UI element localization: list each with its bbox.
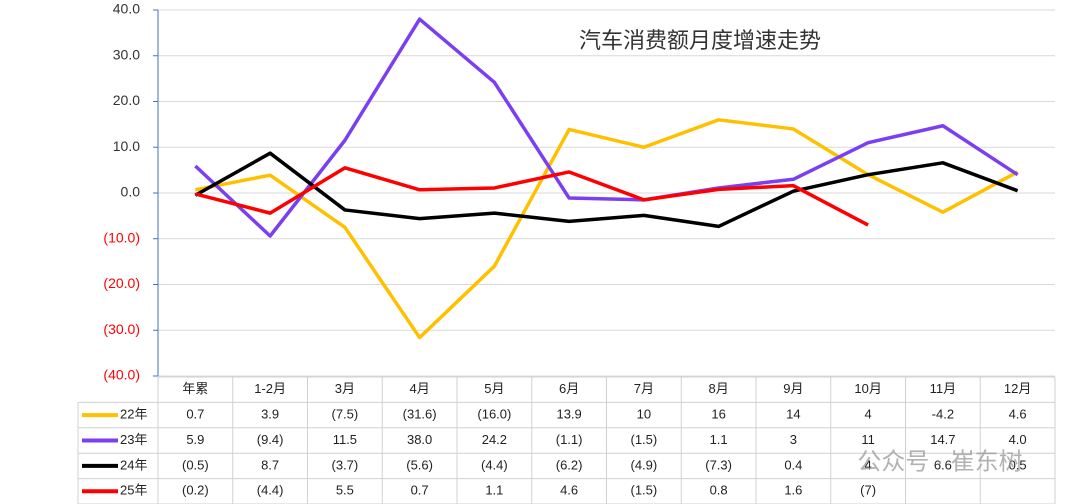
x-tick-label: 6月 bbox=[559, 381, 579, 396]
series-line bbox=[195, 118, 1019, 340]
table-value: 24.2 bbox=[482, 432, 507, 447]
table-value: 38.0 bbox=[407, 432, 432, 447]
table-value: 14.7 bbox=[930, 432, 955, 447]
chart-title: 汽车消费额月度增速走势 bbox=[579, 28, 821, 53]
table-value: 1.1 bbox=[710, 432, 728, 447]
table-value: 4.0 bbox=[1009, 432, 1027, 447]
x-tick-label: 年累 bbox=[182, 381, 208, 396]
x-tick-label: 5月 bbox=[484, 381, 504, 396]
table-value: (1.5) bbox=[631, 483, 658, 498]
table-value: 5.9 bbox=[186, 432, 204, 447]
series-line bbox=[194, 151, 1019, 229]
table-value: (0.5) bbox=[182, 457, 209, 472]
table-value: 8.7 bbox=[261, 457, 279, 472]
table-value: (0.2) bbox=[182, 483, 209, 498]
x-tick-label: 4月 bbox=[410, 381, 430, 396]
table-value: 4.6 bbox=[1009, 407, 1027, 422]
series-line bbox=[194, 17, 1019, 238]
y-tick-label: (20.0) bbox=[103, 275, 140, 291]
table-value: -4.2 bbox=[932, 407, 954, 422]
x-tick-label: 3月 bbox=[335, 381, 355, 396]
table-value: (4.9) bbox=[631, 457, 658, 472]
x-tick-label: 11月 bbox=[930, 381, 957, 396]
table-value: 4 bbox=[865, 457, 872, 472]
table-value: (7) bbox=[860, 483, 876, 498]
table-value: 0.4 bbox=[784, 457, 802, 472]
table-value: (7.5) bbox=[332, 407, 359, 422]
table-value: 1.1 bbox=[485, 483, 503, 498]
legend-label: 25年 bbox=[120, 483, 147, 498]
table-value: (4.4) bbox=[257, 483, 284, 498]
table-value: 13.9 bbox=[556, 407, 581, 422]
y-tick-label: (40.0) bbox=[103, 367, 140, 383]
table-value: 16 bbox=[711, 407, 725, 422]
x-tick-label: 9月 bbox=[783, 381, 803, 396]
x-tick-label: 1-2月 bbox=[254, 381, 286, 396]
legend-label: 24年 bbox=[120, 457, 147, 472]
table-value: 11 bbox=[861, 432, 875, 447]
table-value: 0.7 bbox=[186, 407, 204, 422]
table-value: (1.1) bbox=[556, 432, 583, 447]
table-value: (5.6) bbox=[406, 457, 433, 472]
y-tick-label: (30.0) bbox=[103, 321, 140, 337]
y-tick-label: 40.0 bbox=[113, 1, 140, 17]
y-tick-label: 10.0 bbox=[113, 138, 140, 154]
y-tick-label: 20.0 bbox=[113, 92, 140, 108]
x-tick-label: 7月 bbox=[634, 381, 654, 396]
x-tick-label: 12月 bbox=[1004, 381, 1031, 396]
table-value: 3.9 bbox=[261, 407, 279, 422]
table-value: (6.2) bbox=[556, 457, 583, 472]
y-tick-label: (10.0) bbox=[103, 229, 140, 245]
table-value: (1.5) bbox=[631, 432, 658, 447]
x-tick-label: 8月 bbox=[709, 381, 729, 396]
table-value: 0.5 bbox=[1009, 457, 1027, 472]
y-tick-label: 30.0 bbox=[113, 46, 140, 62]
table-value: 4 bbox=[865, 407, 872, 422]
legend-label: 22年 bbox=[120, 407, 147, 422]
x-tick-label: 10月 bbox=[854, 381, 881, 396]
table-value: (9.4) bbox=[257, 432, 284, 447]
table-value: (16.0) bbox=[477, 407, 511, 422]
table-value: 4.6 bbox=[560, 483, 578, 498]
table-value: (3.7) bbox=[332, 457, 359, 472]
watermark: 公众号 · 崔东树 bbox=[857, 448, 1022, 475]
table-value: 14 bbox=[786, 407, 800, 422]
table-value: 0.7 bbox=[411, 483, 429, 498]
legend-label: 23年 bbox=[120, 432, 147, 447]
table-value: 10 bbox=[637, 407, 651, 422]
table-value: 5.5 bbox=[336, 483, 354, 498]
table-value: 0.8 bbox=[710, 483, 728, 498]
table-value: 3 bbox=[790, 432, 797, 447]
table-value: (31.6) bbox=[403, 407, 437, 422]
table-value: 11.5 bbox=[333, 432, 357, 447]
table-value: 6.6 bbox=[934, 457, 952, 472]
table-value: 1.6 bbox=[784, 483, 802, 498]
table-value: (7.3) bbox=[705, 457, 732, 472]
table-value: (4.4) bbox=[481, 457, 508, 472]
series-line bbox=[194, 166, 869, 227]
y-tick-label: 0.0 bbox=[121, 184, 141, 200]
